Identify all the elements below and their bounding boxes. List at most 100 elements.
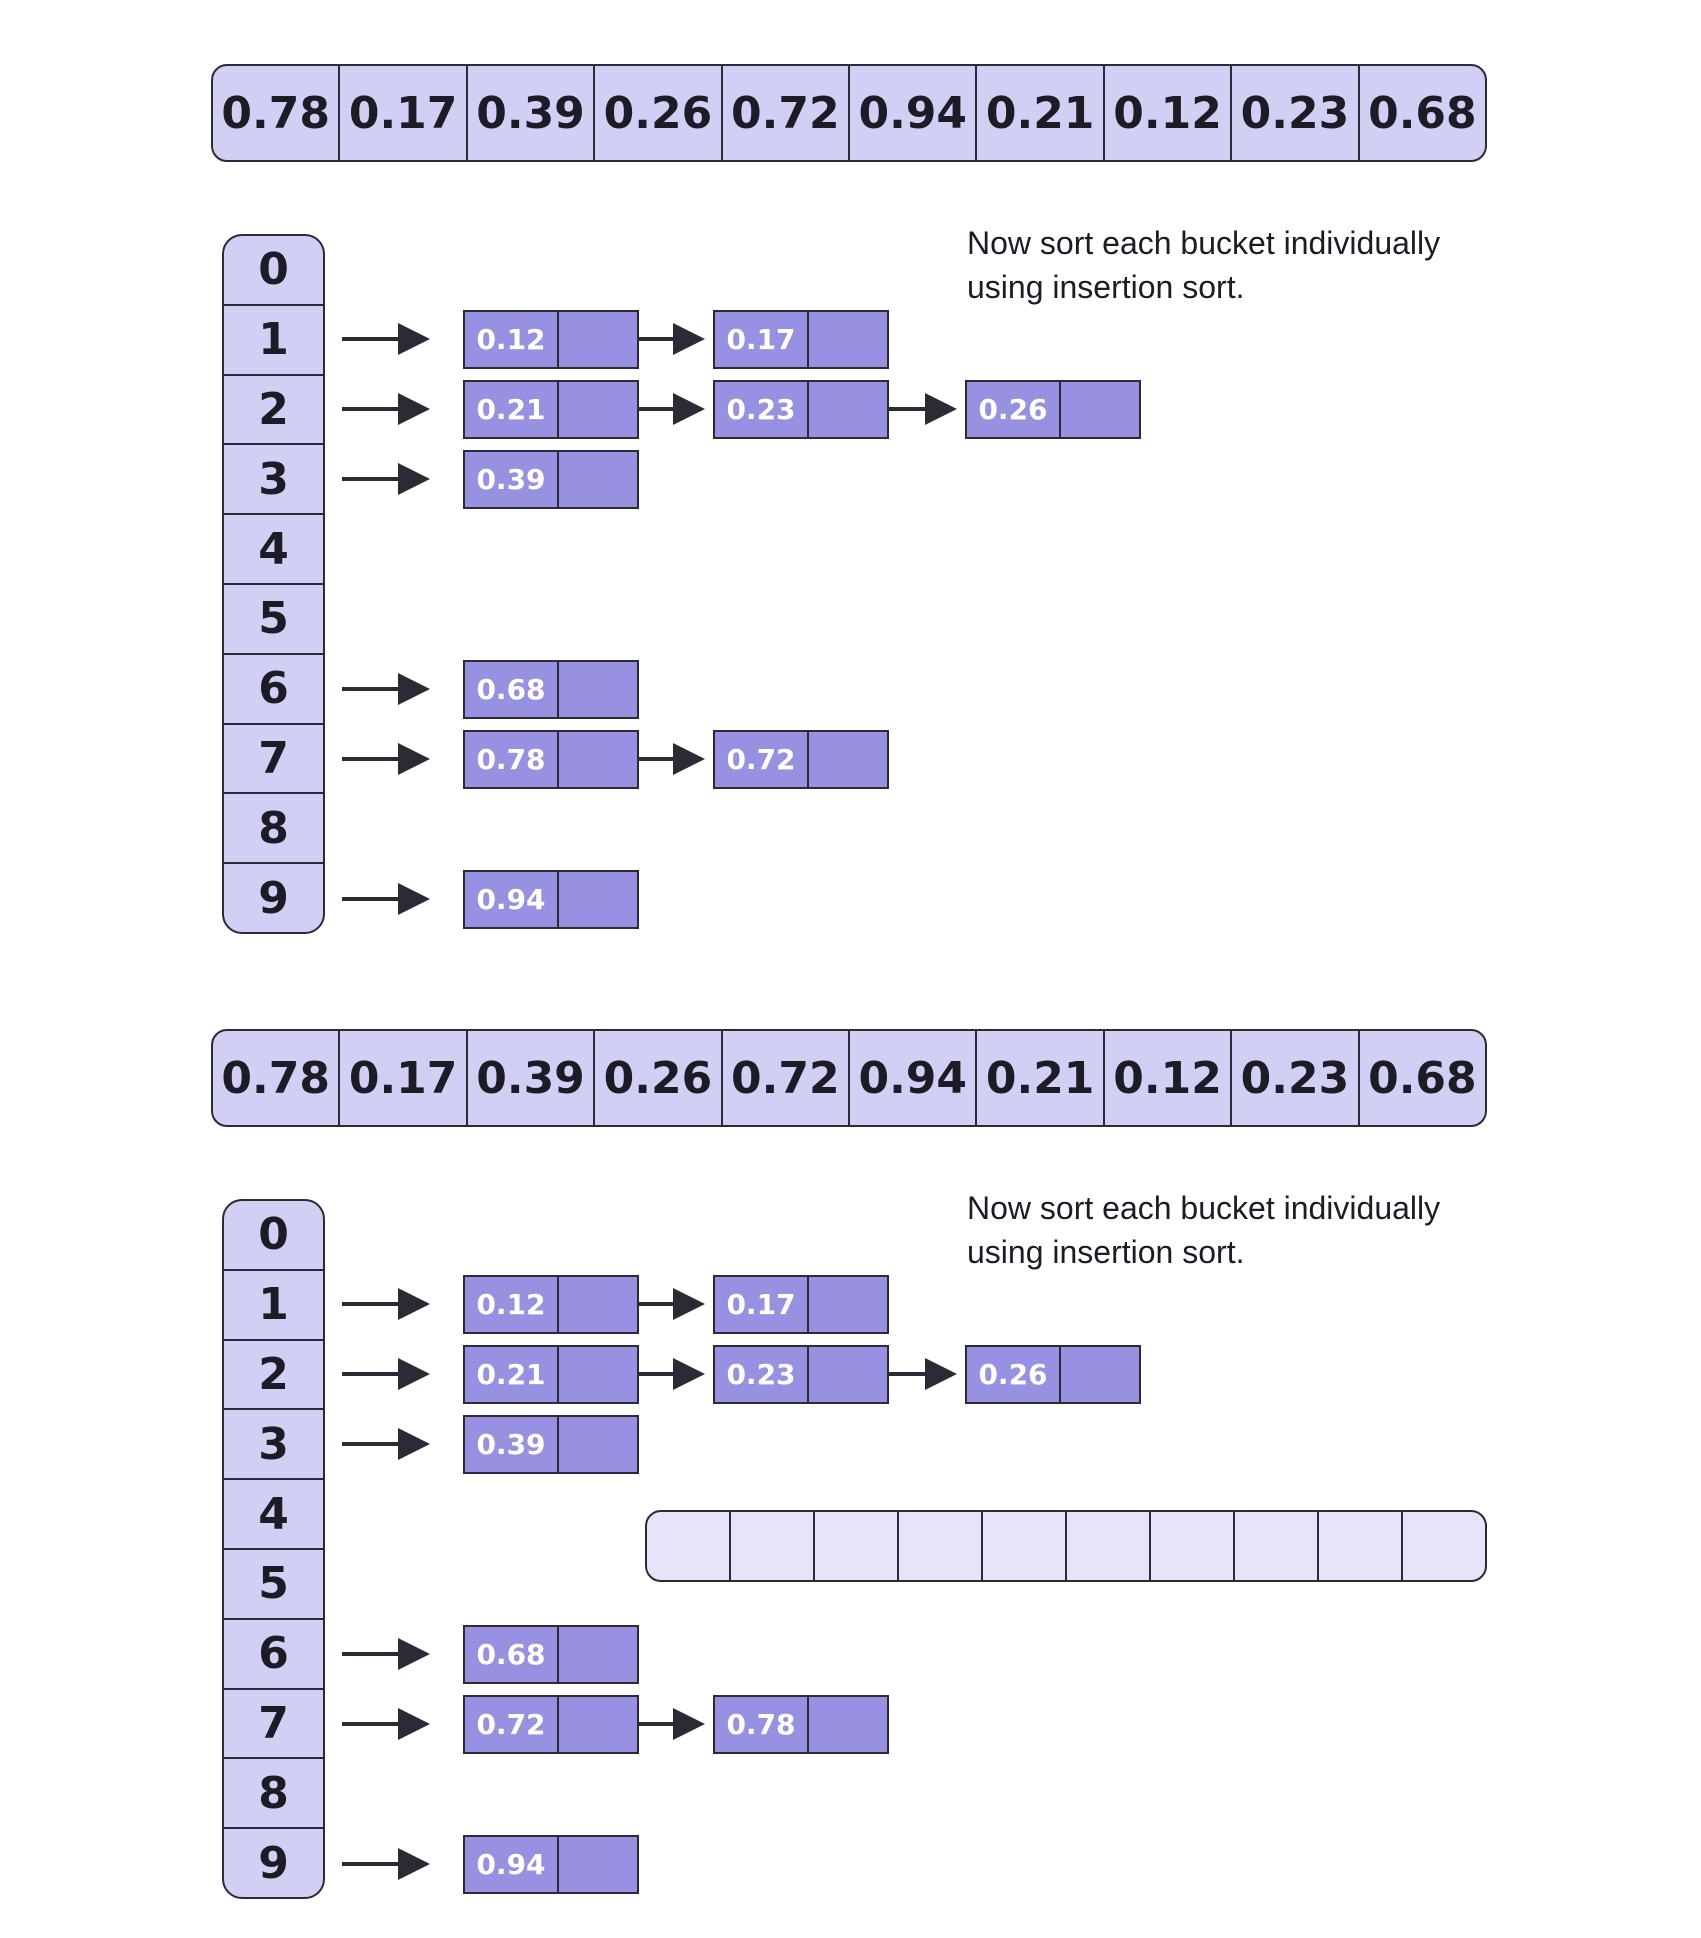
input-array-cell: 0.21	[975, 1031, 1102, 1125]
list-node: 0.78	[713, 1694, 889, 1754]
list-node-pointer	[809, 1347, 887, 1402]
input-array: 0.78 0.17 0.39 0.26 0.72 0.94 0.21 0.12 …	[211, 64, 1487, 162]
input-array-cell: 0.17	[338, 66, 465, 160]
list-node: 0.39	[463, 449, 639, 509]
input-array-cell: 0.39	[465, 1031, 593, 1125]
list-node-pointer	[559, 1697, 637, 1752]
list-node-pointer	[559, 312, 637, 367]
list-node-value: 0.12	[465, 1276, 559, 1332]
caption-line-1: Now sort each bucket individually	[967, 225, 1441, 261]
output-array-cell	[729, 1512, 813, 1580]
arrow-icon	[342, 743, 430, 775]
list-node: 0.26	[965, 379, 1141, 439]
caption-line-2: using insertion sort.	[967, 1234, 1245, 1270]
list-node-value: 0.21	[465, 1346, 559, 1402]
arrow-icon	[342, 323, 430, 355]
arrow-icon	[342, 1638, 430, 1670]
output-array-cell	[1401, 1512, 1485, 1580]
list-node-pointer	[559, 1837, 637, 1892]
list-node-value: 0.72	[715, 731, 809, 787]
caption-line-2: using insertion sort.	[967, 269, 1245, 305]
list-node: 0.78	[463, 729, 639, 789]
list-node-pointer	[809, 312, 887, 367]
output-array-cell	[1065, 1512, 1149, 1580]
list-node: 0.39	[463, 1414, 639, 1474]
arrow-icon	[342, 463, 430, 495]
list-node: 0.12	[463, 1274, 639, 1334]
output-array-cell	[1317, 1512, 1401, 1580]
list-node-value: 0.94	[465, 1836, 559, 1892]
list-node-value: 0.17	[715, 1276, 809, 1332]
output-array	[645, 1510, 1487, 1582]
bucket-index-column: 0 1 2 3 4 5 6 7 8 9	[222, 234, 325, 934]
bucket-index: 1	[224, 303, 323, 374]
input-array-cell: 0.12	[1102, 66, 1230, 160]
list-node: 0.94	[463, 1834, 639, 1894]
list-node-pointer	[1061, 1347, 1139, 1402]
list-node-pointer	[809, 732, 887, 787]
bucket-index: 2	[224, 373, 323, 444]
list-node-pointer	[559, 452, 637, 507]
list-node-value: 0.78	[715, 1696, 809, 1752]
input-array-cell: 0.72	[720, 1031, 848, 1125]
list-node-value: 0.68	[465, 1626, 559, 1682]
input-array-cell: 0.23	[1230, 1031, 1357, 1125]
arrow-icon	[342, 883, 430, 915]
list-node-value: 0.26	[967, 381, 1061, 437]
list-node-pointer	[809, 1277, 887, 1332]
arrow-icon	[342, 1428, 430, 1460]
input-array-cell: 0.68	[1357, 1031, 1485, 1125]
list-node-pointer	[559, 872, 637, 927]
output-array-cell	[647, 1512, 729, 1580]
bucket-index: 1	[224, 1268, 323, 1339]
list-node: 0.23	[713, 1344, 889, 1404]
input-array-cell: 0.12	[1102, 1031, 1230, 1125]
list-node-value: 0.23	[715, 1346, 809, 1402]
list-node-pointer	[559, 662, 637, 717]
input-array: 0.78 0.17 0.39 0.26 0.72 0.94 0.21 0.12 …	[211, 1029, 1487, 1127]
list-node-pointer	[559, 382, 637, 437]
list-node-pointer	[559, 1347, 637, 1402]
bucket-sort-diagram-2: 0.78 0.17 0.39 0.26 0.72 0.94 0.21 0.12 …	[0, 965, 1701, 1930]
list-node: 0.17	[713, 1274, 889, 1334]
list-node-value: 0.17	[715, 311, 809, 367]
bucket-index: 8	[224, 792, 323, 862]
bucket-index: 4	[224, 1478, 323, 1548]
list-node-value: 0.12	[465, 311, 559, 367]
list-node-pointer	[559, 1417, 637, 1472]
input-array-cell: 0.21	[975, 66, 1102, 160]
input-array-cell: 0.94	[848, 1031, 975, 1125]
list-node-value: 0.68	[465, 661, 559, 717]
output-array-cell	[1149, 1512, 1233, 1580]
list-node-pointer	[559, 1277, 637, 1332]
list-node: 0.68	[463, 659, 639, 719]
bucket-index: 7	[224, 722, 323, 793]
list-node: 0.68	[463, 1624, 639, 1684]
input-array-cell: 0.17	[338, 1031, 465, 1125]
caption-line-1: Now sort each bucket individually	[967, 1190, 1441, 1226]
list-node: 0.23	[713, 379, 889, 439]
list-node: 0.26	[965, 1344, 1141, 1404]
list-node: 0.12	[463, 309, 639, 369]
list-node-value: 0.39	[465, 451, 559, 507]
arrow-icon	[342, 1848, 430, 1880]
arrow-icon	[342, 1358, 430, 1390]
arrow-icon	[342, 393, 430, 425]
list-node: 0.94	[463, 869, 639, 929]
bucket-index: 0	[258, 244, 289, 296]
list-node-value: 0.72	[465, 1696, 559, 1752]
list-node: 0.17	[713, 309, 889, 369]
list-node-value: 0.39	[465, 1416, 559, 1472]
arrow-icon	[342, 673, 430, 705]
output-array-cell	[1233, 1512, 1317, 1580]
bucket-index: 9	[224, 862, 323, 932]
bucket-index: 5	[224, 582, 323, 653]
arrow-icon	[342, 1288, 430, 1320]
input-array-cell: 0.26	[593, 1031, 720, 1125]
bucket-index: 0	[258, 1209, 289, 1261]
list-node-value: 0.26	[967, 1346, 1061, 1402]
caption-text: Now sort each bucket individually using …	[967, 1186, 1527, 1274]
bucket-index: 9	[224, 1827, 323, 1897]
bucket-index: 8	[224, 1757, 323, 1827]
bucket-index: 4	[224, 513, 323, 583]
